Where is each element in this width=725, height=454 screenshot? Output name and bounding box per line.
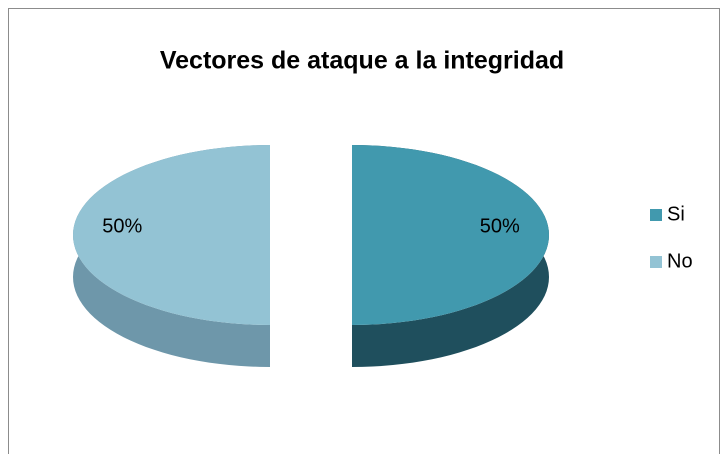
legend-label: Si (667, 203, 685, 225)
legend-swatch (650, 256, 662, 268)
pie-slice (352, 145, 549, 325)
pie-slice (73, 145, 270, 325)
data-label: 50% (102, 215, 142, 237)
data-label: 50% (480, 215, 520, 237)
legend-swatch (650, 209, 662, 221)
legend-label: No (667, 250, 693, 272)
chart-title: Vectores de ataque a la integridad (160, 47, 564, 75)
